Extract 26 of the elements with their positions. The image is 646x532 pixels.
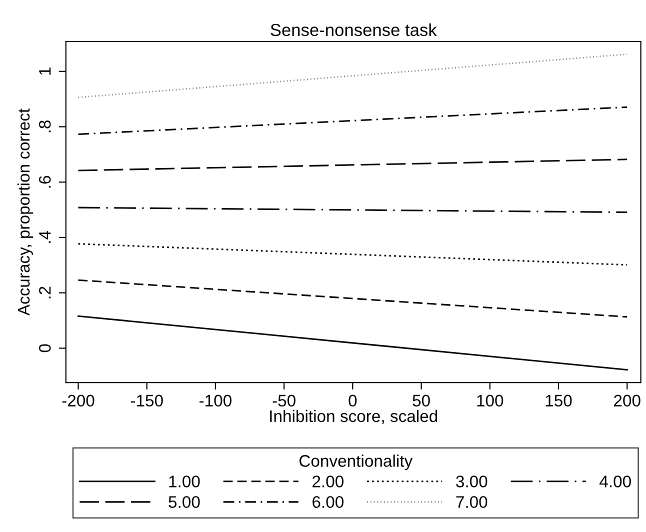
y-tick-label: .2 [38,286,51,298]
y-axis-title: Accuracy, proportion correct [17,108,33,316]
legend-label: 3.00 [456,476,488,488]
y-tick-label: .8 [38,120,51,132]
legend-label: 5.00 [168,496,200,508]
legend-label: 1.00 [169,476,200,488]
legend-label: 6.00 [312,496,344,508]
x-tick-label: -100 [200,394,232,407]
legend-label: 7.00 [456,496,488,508]
legend-label: 2.00 [312,476,344,488]
x-tick-label: 150 [546,394,572,407]
y-tick-label: 1 [39,68,51,75]
x-axis-title: Inhibition score, scaled [270,410,438,424]
x-tick-label: 0 [348,394,357,407]
x-tick-label: 200 [614,394,640,407]
y-tick-label: .4 [39,231,51,243]
legend-label: 4.00 [600,476,631,488]
chart-title: Sense-nonsense task [270,23,437,36]
x-tick-label: 50 [412,394,430,407]
y-tick-label: 0 [38,344,51,352]
x-tick-label: -50 [272,394,296,407]
y-tick-label: .6 [38,176,51,188]
x-tick-label: -200 [62,394,94,407]
legend-title: Conventionality [299,454,413,470]
x-tick-label: 100 [477,394,504,407]
x-tick-label: -150 [130,394,163,407]
